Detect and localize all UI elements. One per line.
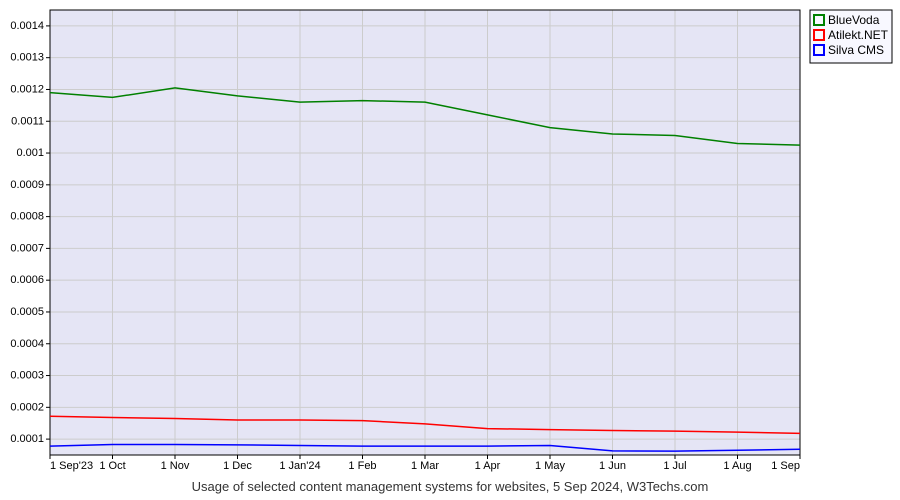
x-tick-label: 1 Dec [223, 460, 252, 472]
y-tick-label: 0.0007 [10, 242, 44, 254]
legend-label: Atilekt.NET [828, 28, 889, 42]
y-tick-label: 0.001 [16, 147, 44, 159]
chart-container: 0.0001 0.0002 0.0003 0.0004 0.0005 0.0006 0.00… [0, 0, 900, 500]
x-tick-label: 1 Jul [663, 460, 686, 472]
y-tick-label: 0.0009 [10, 179, 44, 191]
chart-caption: Usage of selected content management sys… [0, 479, 900, 494]
x-tick-label: 1 Jun [599, 460, 626, 472]
x-tick-label: 1 Jan'24 [279, 460, 320, 472]
x-tick-label: 1 Sep'23 [50, 460, 93, 472]
y-tick-label: 0.0006 [10, 274, 44, 286]
y-tick-label: 0.0008 [10, 211, 44, 223]
line-chart: 0.0001 0.0002 0.0003 0.0004 0.0005 0.0006 0.00… [0, 0, 900, 500]
y-tick-label: 0.0014 [10, 20, 44, 32]
legend-label: BlueVoda [828, 13, 880, 27]
legend-label: Silva CMS [828, 43, 884, 57]
x-tick-label: 1 Mar [411, 460, 439, 472]
x-tick-label: 1 Nov [161, 460, 190, 472]
y-tick-label: 0.0011 [11, 115, 44, 127]
x-tick-label: 1 May [535, 460, 565, 472]
x-tick-label: 1 Sep [771, 460, 800, 472]
y-tick-label: 0.0001 [10, 433, 44, 445]
x-tick-label: 1 Apr [475, 460, 501, 472]
x-tick-label: 1 Oct [99, 460, 125, 472]
x-tick-label: 1 Aug [723, 460, 751, 472]
y-tick-label: 0.0003 [10, 370, 44, 382]
y-tick-label: 0.0013 [10, 52, 44, 64]
y-tick-label: 0.0005 [10, 306, 44, 318]
y-tick-label: 0.0012 [10, 83, 44, 95]
y-tick-label: 0.0004 [10, 338, 44, 350]
y-tick-label: 0.0002 [10, 401, 44, 413]
x-tick-label: 1 Feb [348, 460, 376, 472]
